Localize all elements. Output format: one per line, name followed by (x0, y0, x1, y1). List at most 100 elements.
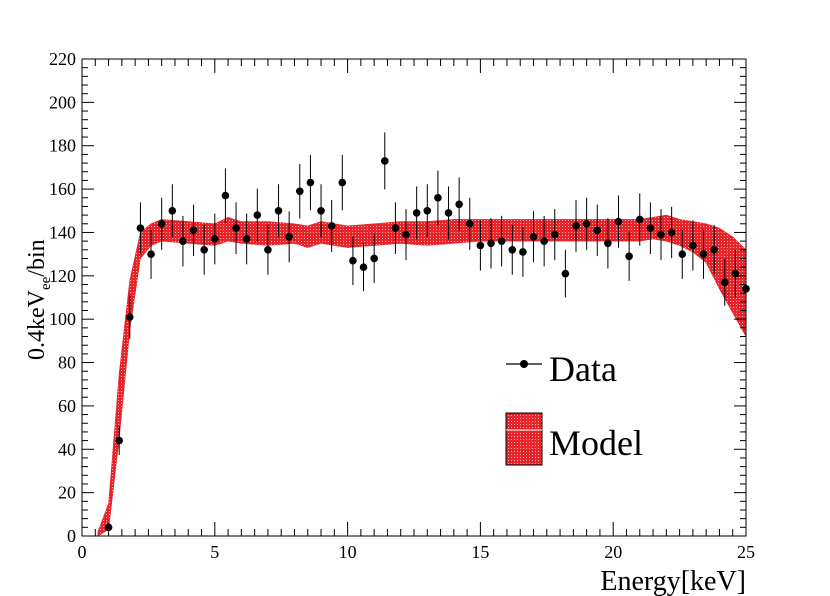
data-marker (508, 246, 517, 254)
data-marker (678, 250, 687, 258)
data-point (232, 202, 240, 254)
data-marker (519, 248, 527, 256)
legend-data-marker (520, 360, 528, 368)
data-point (126, 295, 134, 339)
model-band-layer (97, 214, 747, 537)
data-point (646, 202, 655, 254)
data-point (359, 243, 368, 292)
data-point (157, 197, 166, 250)
data-point (444, 186, 453, 240)
data-point (412, 186, 421, 240)
data-marker (349, 256, 357, 265)
data-point (678, 229, 687, 279)
data-marker (147, 250, 155, 258)
data-point (455, 177, 463, 232)
data-point (200, 224, 208, 275)
data-point (370, 233, 378, 284)
data-point (635, 193, 644, 246)
data-marker (572, 222, 580, 230)
x-tick-label: 15 (471, 542, 489, 562)
data-point (699, 229, 708, 279)
data-marker (242, 235, 251, 243)
data-marker (370, 254, 378, 263)
x-tick-label: 10 (339, 542, 357, 562)
data-point (179, 215, 187, 267)
data-marker (412, 209, 421, 217)
y-tick-label: 100 (49, 309, 76, 329)
data-marker (306, 178, 315, 187)
data-point (497, 215, 506, 267)
data-marker (497, 237, 506, 245)
data-point (689, 220, 697, 271)
data-marker (179, 237, 187, 245)
data-marker (402, 230, 410, 239)
data-point (242, 213, 251, 265)
x-tick-label: 0 (78, 542, 87, 562)
y-tick-label: 0 (67, 526, 76, 546)
y-axis-label-main: 0.4keV (24, 289, 50, 360)
data-point (285, 211, 293, 263)
legend-data-label: Data (549, 349, 617, 389)
data-marker (604, 239, 612, 248)
data-point (519, 227, 527, 277)
data-marker (423, 206, 432, 215)
data-point (221, 168, 230, 223)
legend: Data Model (505, 349, 643, 466)
data-point (295, 163, 304, 219)
data-marker (327, 222, 336, 230)
data-marker (211, 235, 219, 243)
data-point (561, 249, 570, 298)
data-point (211, 213, 219, 265)
y-tick-label: 140 (49, 222, 76, 242)
data-point (168, 184, 177, 238)
data-point (667, 206, 676, 259)
data-point (720, 258, 729, 306)
data-marker (285, 232, 293, 241)
data-point (306, 154, 315, 211)
y-tick-label: 60 (58, 396, 76, 416)
data-point (423, 184, 432, 238)
data-point (657, 209, 665, 261)
data-marker (455, 200, 463, 209)
data-marker (476, 241, 485, 250)
data-point (264, 224, 272, 275)
data-point (614, 195, 623, 248)
x-tick-label: 25 (737, 542, 755, 562)
data-marker (136, 224, 145, 232)
data-marker (487, 239, 495, 248)
data-point (115, 426, 123, 455)
data-marker (221, 191, 230, 200)
data-point (434, 170, 442, 225)
data-point (508, 224, 517, 275)
legend-model-label: Model (549, 423, 643, 463)
y-tick-label: 40 (58, 439, 76, 459)
data-marker (380, 157, 389, 165)
data-point (476, 220, 485, 271)
data-point (540, 215, 548, 267)
data-point (274, 184, 283, 238)
y-tick-label: 180 (49, 136, 76, 156)
plot-frame (81, 58, 747, 537)
data-marker (295, 187, 304, 196)
data-marker (359, 263, 368, 271)
data-point (710, 224, 718, 275)
data-marker (104, 523, 113, 532)
data-point (380, 132, 389, 190)
data-marker (582, 219, 591, 228)
y-tick-label: 200 (49, 92, 76, 112)
data-points-layer (104, 132, 750, 532)
data-marker (317, 206, 325, 215)
data-marker (593, 226, 602, 235)
data-point (189, 204, 198, 257)
data-marker (646, 224, 655, 232)
data-marker (540, 237, 548, 245)
data-point (349, 236, 357, 286)
model-band (97, 214, 747, 537)
data-point (625, 231, 633, 281)
data-point (136, 202, 145, 254)
data-marker (550, 230, 559, 239)
data-marker (168, 206, 177, 215)
axis-ticks: 0 5 10 15 20 25 0 20 40 60 80 100 120 140 160 180 200 220 (49, 49, 755, 562)
y-tick-label: 120 (49, 266, 76, 286)
x-tick-label: 5 (210, 542, 219, 562)
